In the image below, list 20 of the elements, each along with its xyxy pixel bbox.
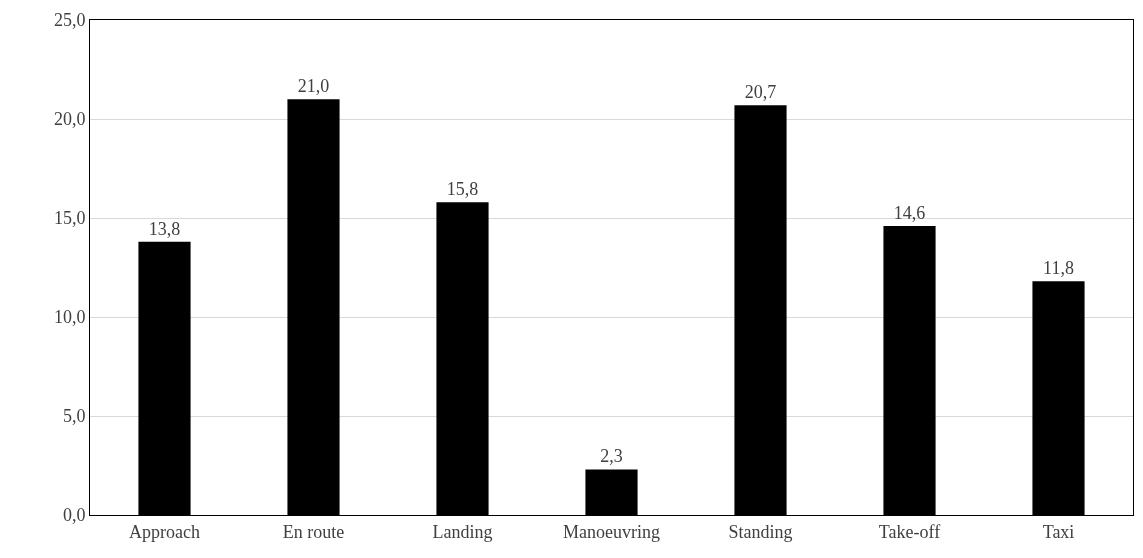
y-tick-label: 10,0 <box>53 307 86 328</box>
x-tick-label: Take-off <box>878 521 941 542</box>
x-tick-label: Standing <box>728 521 793 542</box>
data-label: 11,8 <box>1043 258 1074 279</box>
data-label: 20,7 <box>744 82 777 103</box>
data-label: 2,3 <box>600 446 623 467</box>
data-label: 15,8 <box>446 179 479 200</box>
x-tick-label: Manoeuvring <box>563 521 660 542</box>
y-tick-label: 5,0 <box>62 406 86 427</box>
data-label: 21,0 <box>297 76 330 97</box>
y-tick-label: 20,0 <box>53 109 86 130</box>
x-tick-label: Approach <box>129 521 200 542</box>
x-tick-label: Landing <box>432 521 493 542</box>
y-tick-label: 15,0 <box>53 208 86 229</box>
y-tick-label: 0,0 <box>62 505 86 526</box>
x-tick-label: Taxi <box>1042 521 1075 542</box>
data-label: 14,6 <box>893 202 926 223</box>
x-tick-label: En route <box>282 521 345 542</box>
data-label: 13,8 <box>148 218 181 239</box>
y-tick-label: 25,0 <box>53 10 86 31</box>
